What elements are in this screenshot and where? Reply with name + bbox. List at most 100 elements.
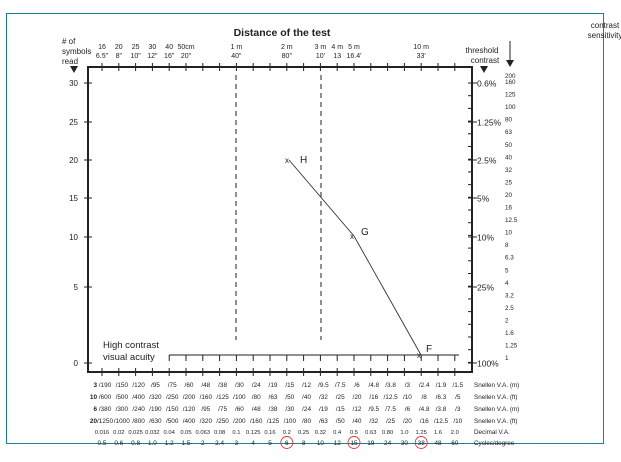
table-cell: 0.08 [214, 430, 225, 436]
table-cell: 60 [451, 440, 459, 447]
table-cell: /500 [116, 394, 129, 401]
table-cell: /25 [386, 418, 395, 425]
distance-label-ft: 6.5" [96, 53, 109, 60]
table-cell: /1250 [97, 418, 113, 425]
acuity-axis-ticks [168, 355, 456, 361]
distance-label-m: 16 [98, 44, 106, 51]
table-cell: /3.8 [436, 406, 447, 413]
table-cell: /6 [405, 406, 411, 413]
table-cell: /95 [151, 382, 160, 389]
table-cell: /3 [455, 406, 461, 413]
table-cell: /20 [403, 418, 412, 425]
threshold-contrast-tick: 1.25% [477, 118, 502, 128]
circled-value [280, 436, 294, 449]
distance-label-m: 50cm [177, 44, 194, 51]
distance-label-ft: 16" [164, 53, 175, 60]
table-cell: /63 [319, 418, 328, 425]
row-label: Cycles/degree [474, 440, 515, 447]
sensitivity-tick: 100 [505, 104, 516, 111]
table-cell: /32 [319, 394, 328, 401]
table-cell: /150 [116, 382, 129, 389]
table-cell: 0.16 [264, 430, 275, 436]
table-cell: 24 [384, 440, 392, 447]
threshold-contrast-tick: 25% [477, 283, 494, 293]
table-cell: 0.5 [350, 430, 358, 436]
table-cell: /9.5 [368, 406, 379, 413]
high-contrast-label-2: visual acuity [103, 352, 155, 363]
table-cell: /240 [132, 406, 145, 413]
table-cell: 38 [418, 440, 426, 447]
table-cell: 2.4 [215, 440, 224, 447]
sensitivity-tick: 12.5 [505, 217, 518, 224]
threshold-contrast-label-2: contrast [471, 56, 500, 65]
table-cell: /75 [168, 382, 177, 389]
table-cell: /100 [233, 394, 246, 401]
table-cell: /1.9 [436, 382, 447, 389]
distance-label-ft: 16.4' [347, 53, 362, 60]
snellen-prefix: 3 [93, 382, 97, 389]
sensitivity-tick: 2 [505, 317, 509, 324]
sensitivity-tick: 80 [505, 117, 513, 124]
sensitivity-tick: 32 [505, 167, 513, 174]
symbols-tick-label: 10 [69, 233, 78, 242]
table-cell: /60 [235, 406, 244, 413]
chart-title: Distance of the test [234, 27, 331, 39]
distance-label-ft: 13 [333, 53, 341, 60]
distance-label-ft: 20" [181, 53, 192, 60]
left-axis-label-2: symbols [62, 47, 91, 56]
table-cell: /200 [183, 394, 196, 401]
row-label: Snellen V.A. (m) [474, 406, 519, 413]
table-cell: 0.04 [164, 430, 176, 436]
threshold-contrast-tick: 10% [477, 233, 494, 243]
table-cell: /80 [302, 418, 311, 425]
table-cell: /2.4 [419, 382, 430, 389]
table-cell: 3 [235, 440, 239, 447]
table-cell: /320 [149, 394, 162, 401]
left-axis-ticks: 30 25 20 15 10 5 0 [69, 79, 92, 368]
distance-label-m: 1 m [231, 44, 243, 51]
sensitivity-tick: 25 [505, 179, 513, 186]
symbols-tick-label: 0 [74, 359, 79, 368]
table-cell: 0.125 [246, 430, 261, 436]
table-cell: 0.1 [232, 430, 240, 436]
table-cell: 0.032 [145, 430, 160, 436]
distance-label-m: 5 m [348, 44, 360, 51]
table-cell: /48 [201, 382, 210, 389]
table-cell: /32 [369, 418, 378, 425]
left-axis-label-1: # of [62, 37, 76, 46]
contrast-sensitivity-label-2: sensitivity [588, 31, 621, 40]
table-cell: /16 [420, 418, 429, 425]
table-cell: /60 [185, 382, 194, 389]
circled-value [414, 436, 428, 449]
table-cell: /5 [455, 394, 461, 401]
distance-label-ft: 10" [130, 53, 141, 60]
sensitivity-tick: 160 [505, 79, 516, 86]
table-cell: /150 [166, 406, 179, 413]
sensitivity-tick: 50 [505, 142, 513, 149]
distance-label-m: 10 m [413, 44, 429, 51]
table-cell: /190 [149, 406, 162, 413]
sensitivity-tick: 4 [505, 280, 509, 287]
symbols-tick-label: 30 [69, 79, 78, 88]
table-cell: /1.5 [452, 382, 463, 389]
sensitivity-tick: 2.5 [505, 305, 514, 312]
table-cell: /4.8 [419, 406, 430, 413]
top-axis-ticks [101, 63, 456, 376]
sensitivity-tick: 10 [505, 230, 513, 237]
sensitivity-tick: 20 [505, 192, 513, 199]
symbols-tick-label: 5 [74, 283, 79, 292]
snellen-prefix: 20 [90, 418, 98, 425]
table-cell: /6.3 [436, 394, 447, 401]
table-cell: 0.016 [95, 430, 110, 436]
table-cell: /75 [218, 406, 227, 413]
distance-label-ft: 10' [316, 53, 325, 60]
distance-label-m: 4 m [331, 44, 343, 51]
table-cell: /200 [233, 418, 246, 425]
table-cell: 12 [334, 440, 342, 447]
table-cell: /7.5 [335, 382, 346, 389]
table-cell: /320 [200, 418, 213, 425]
sensitivity-labels: 200160125100806350403225201612.51086.354… [505, 73, 518, 362]
table-cell: /160 [250, 418, 263, 425]
distance-label-ft: 80" [282, 53, 293, 60]
